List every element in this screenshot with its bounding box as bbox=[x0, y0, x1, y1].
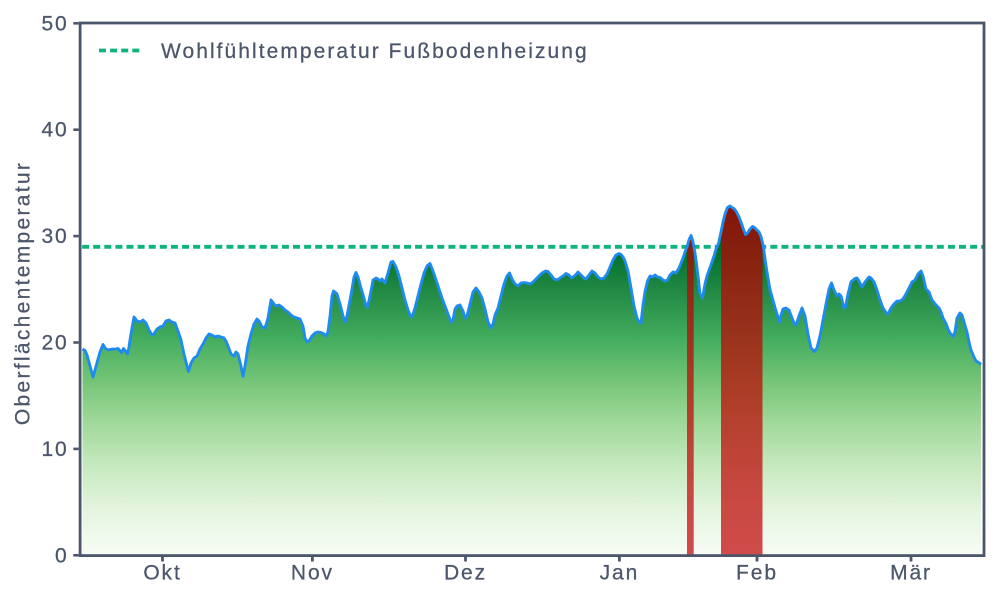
svg-text:Feb: Feb bbox=[736, 562, 778, 585]
svg-text:Jan: Jan bbox=[600, 562, 640, 585]
svg-text:10: 10 bbox=[42, 438, 69, 461]
svg-text:30: 30 bbox=[42, 225, 69, 248]
svg-text:Wohlfühltemperatur Fußbodenhei: Wohlfühltemperatur Fußbodenheizung bbox=[161, 40, 589, 63]
svg-text:Okt: Okt bbox=[143, 562, 181, 585]
svg-text:Nov: Nov bbox=[291, 562, 334, 585]
svg-text:Oberflächentemperatur: Oberflächentemperatur bbox=[11, 161, 34, 425]
svg-text:40: 40 bbox=[42, 119, 69, 142]
svg-text:Mär: Mär bbox=[890, 562, 932, 585]
svg-text:50: 50 bbox=[42, 12, 69, 35]
svg-text:20: 20 bbox=[42, 332, 69, 355]
svg-text:0: 0 bbox=[55, 544, 68, 567]
svg-text:Dez: Dez bbox=[444, 562, 487, 585]
